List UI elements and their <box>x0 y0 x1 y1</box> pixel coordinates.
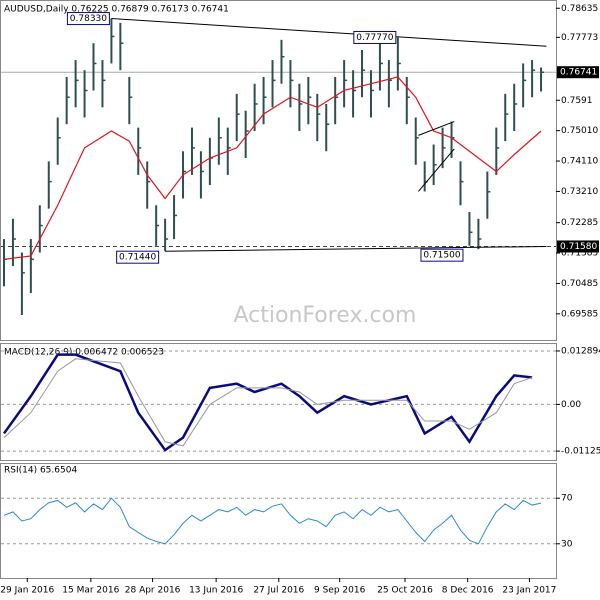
price-label: 0.71580 <box>560 242 597 252</box>
annotation-box <box>66 12 110 26</box>
trend-line <box>111 18 547 47</box>
y-tick-label: 0.78635 <box>561 4 598 14</box>
y-tick-label: 0.00 <box>561 400 581 410</box>
price-label-box <box>557 240 599 253</box>
y-tick-label: 0.71385 <box>561 249 598 259</box>
x-tick-label: 27 Jul 2016 <box>253 586 304 596</box>
macd-panel <box>0 343 557 461</box>
panel: 0.012894 0.00 -0.011253 <box>1 346 600 457</box>
watermark: ActionForex.com <box>234 303 417 328</box>
price-label: 0.76741 <box>560 68 597 78</box>
y-tick-label: 0.72285 <box>561 218 598 228</box>
series-line <box>3 358 533 447</box>
panel: 70 30 29 Jan 2016 15 Mar 2016 28 Apr 2016 13 … <box>0 494 572 596</box>
trend-line <box>418 148 455 192</box>
y-tick-label: 0.70485 <box>561 279 598 289</box>
trend-line <box>165 245 547 252</box>
price-label-box <box>557 66 599 79</box>
y-tick-label: -0.011253 <box>561 447 600 457</box>
series-line <box>3 497 542 545</box>
panel-title: MACD(12,26,9) 0.006472 0.006523 <box>4 348 164 358</box>
annotation-box <box>116 250 160 264</box>
y-tick-label: 30 <box>561 539 573 549</box>
y-tick-label: 0.7591 <box>561 96 593 106</box>
annotation-label: 0.78330 <box>70 14 107 24</box>
x-tick-label: 23 Jan 2017 <box>502 586 556 596</box>
y-tick-label: 0.75010 <box>561 126 598 136</box>
x-tick-label: 25 Oct 2016 <box>377 586 433 596</box>
moving-average <box>3 76 542 260</box>
x-tick-label: 29 Jan 2016 <box>0 586 54 596</box>
x-tick-label: 15 Mar 2016 <box>62 586 119 596</box>
series-line <box>2 353 533 452</box>
annotation-box <box>353 30 397 44</box>
y-tick-label: 0.012894 <box>561 346 600 356</box>
annotation-label: 0.71440 <box>119 253 156 263</box>
annotation-label: 0.77770 <box>356 33 393 43</box>
x-tick-label: 13 Jun 2016 <box>189 586 243 596</box>
x-tick-label: 9 Sep 2016 <box>314 586 366 596</box>
y-tick-label: 0.74110 <box>561 157 598 167</box>
x-tick-label: 28 Apr 2016 <box>125 586 181 596</box>
x-tick-label: 8 Dec 2016 <box>442 586 494 596</box>
annotation-box <box>420 248 464 262</box>
trend-line <box>418 121 455 136</box>
panel-title: AUDUSD,Daily 0.76225 0.76879 0.76173 0.7… <box>4 5 229 15</box>
rsi-panel <box>0 463 557 579</box>
price-panel <box>0 0 557 341</box>
y-tick-label: 0.77773 <box>561 33 598 43</box>
panel-title: RSI(14) 65.6504 <box>4 466 77 476</box>
y-tick-label: 70 <box>561 494 573 504</box>
annotation-label: 0.71500 <box>423 251 460 261</box>
panel: 0.78635 0.77773 0.7591 0.75010 0.74110 0.7321… <box>1 4 599 319</box>
y-tick-label: 0.73210 <box>561 187 598 197</box>
y-tick-label: 0.69585 <box>561 309 598 319</box>
